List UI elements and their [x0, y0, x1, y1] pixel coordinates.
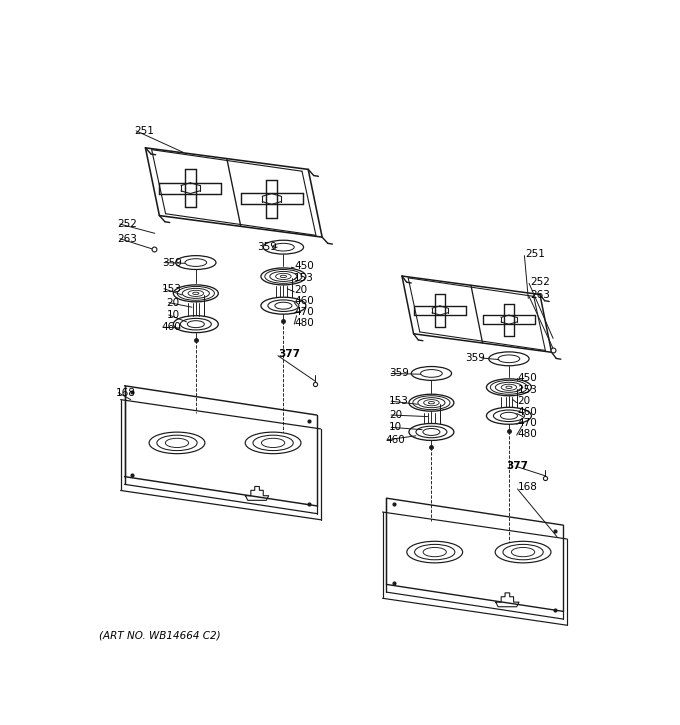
Text: 153: 153: [517, 384, 537, 394]
Text: 359: 359: [257, 242, 277, 252]
Text: 470: 470: [294, 307, 314, 317]
Text: 168: 168: [116, 388, 136, 398]
Text: 470: 470: [517, 418, 537, 428]
Text: 153: 153: [294, 273, 314, 283]
Text: 168: 168: [518, 482, 538, 492]
Ellipse shape: [407, 542, 462, 563]
Text: 480: 480: [294, 318, 314, 328]
Text: 460: 460: [386, 435, 405, 444]
Text: 263: 263: [530, 290, 549, 300]
Text: 450: 450: [517, 373, 537, 383]
Text: 359: 359: [389, 368, 409, 378]
Text: 153: 153: [162, 283, 182, 294]
Text: 10: 10: [389, 423, 402, 432]
Text: 20: 20: [167, 297, 180, 307]
Text: 460: 460: [517, 407, 537, 417]
Text: 263: 263: [118, 233, 137, 244]
Ellipse shape: [149, 432, 205, 454]
Text: 460: 460: [294, 296, 314, 306]
Text: 252: 252: [118, 219, 137, 229]
Text: 251: 251: [134, 126, 154, 136]
Text: 20: 20: [517, 396, 530, 406]
Text: 20: 20: [294, 285, 307, 295]
Text: 377: 377: [278, 349, 300, 359]
Text: 252: 252: [530, 277, 549, 287]
Text: (ART NO. WB14664 C2): (ART NO. WB14664 C2): [99, 630, 220, 640]
Text: 251: 251: [525, 249, 545, 259]
Text: 10: 10: [167, 310, 180, 320]
Text: 460: 460: [162, 322, 182, 332]
Text: 153: 153: [389, 396, 409, 406]
Text: 20: 20: [389, 410, 402, 420]
Text: 359: 359: [464, 353, 485, 363]
Text: 450: 450: [294, 262, 314, 271]
Text: 359: 359: [162, 257, 182, 268]
Text: 377: 377: [506, 461, 528, 471]
Text: 480: 480: [517, 428, 537, 439]
Ellipse shape: [245, 432, 301, 454]
Ellipse shape: [495, 542, 551, 563]
